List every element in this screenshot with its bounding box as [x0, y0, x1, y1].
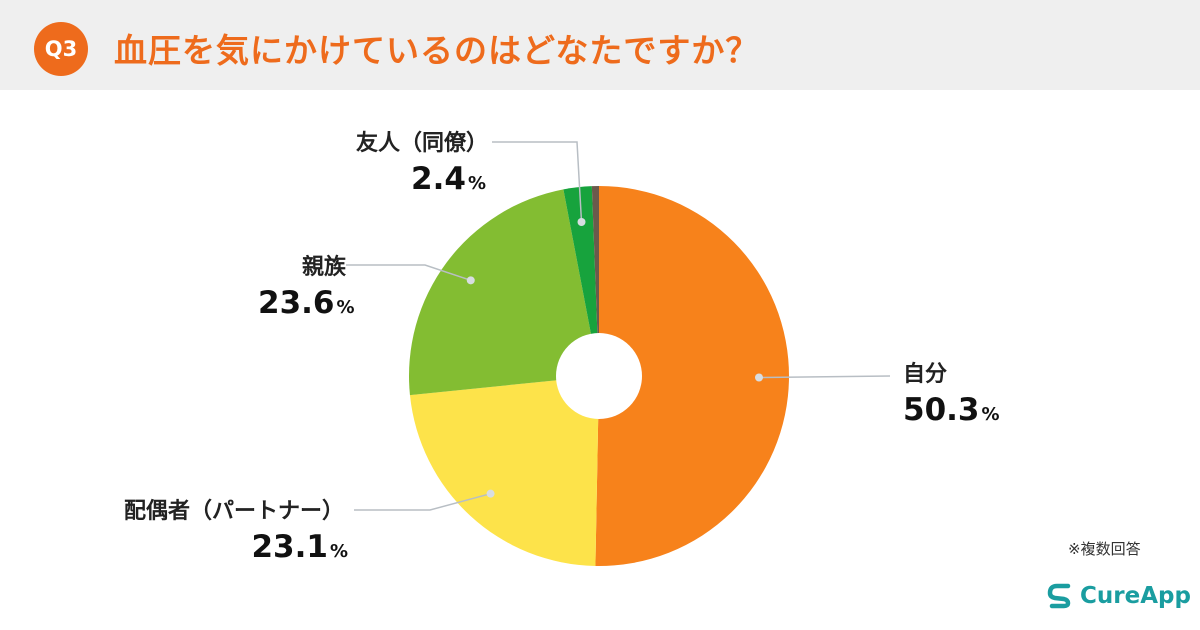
cureapp-logo-icon	[1047, 583, 1071, 609]
leader-friends	[492, 141, 583, 223]
label-friends: 友人（同僚） 2.4%	[356, 131, 489, 197]
label-self: 自分 50.3%	[903, 362, 1000, 428]
leader-spouse-dot	[486, 489, 495, 498]
donut-hole	[556, 333, 642, 419]
leader-friends-dot	[577, 217, 586, 226]
label-relatives: 親族 23.6%	[258, 255, 355, 321]
question-badge: Q3	[34, 22, 88, 76]
leader-relatives	[346, 264, 471, 282]
slice-relatives	[409, 189, 599, 396]
slice-other	[591, 186, 599, 376]
multiple-answer-note: ※複数回答	[1068, 540, 1141, 558]
label-spouse: 配偶者（パートナー） 23.1%	[124, 499, 348, 565]
slice-friends	[563, 186, 599, 376]
leader-spouse	[354, 492, 491, 511]
brand-logo: CureApp	[1046, 578, 1191, 614]
header-bar: Q3 血圧を気にかけているのはどなたですか？	[0, 0, 1200, 90]
slice-spouse	[409, 376, 599, 566]
brand-name: CureApp	[1080, 583, 1191, 609]
leader-self-dot	[754, 373, 763, 382]
leader-self	[758, 375, 891, 379]
question-title: 血圧を気にかけているのはどなたですか？	[114, 31, 760, 70]
leader-relatives-dot	[466, 276, 475, 285]
slice-self	[595, 186, 789, 566]
